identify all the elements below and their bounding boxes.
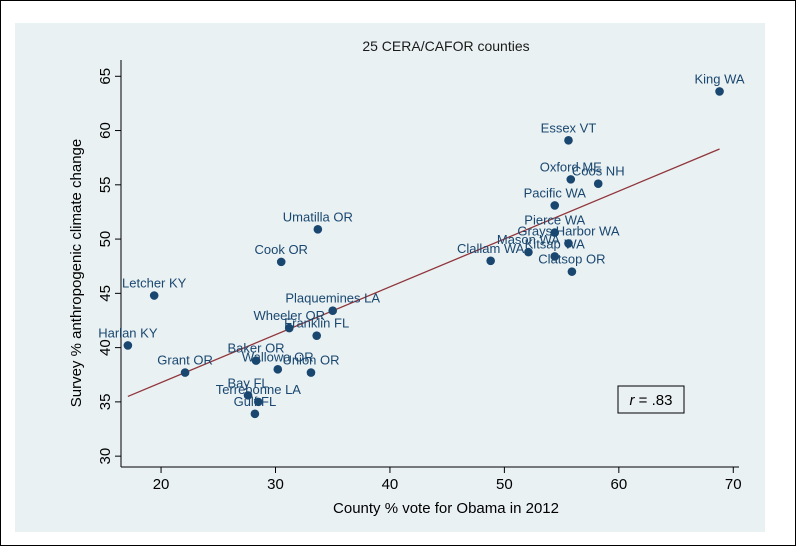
fit-line-group: [127, 148, 720, 398]
data-point: [313, 225, 323, 234]
annotation-box: [617, 385, 685, 414]
point-label: Plaquemines LA: [285, 291, 380, 306]
point-label: Kitsap WA: [525, 236, 586, 251]
y-tick-label: 45: [97, 285, 114, 302]
y-tick-label: 40: [97, 339, 114, 356]
x-tick-label: 20: [153, 476, 170, 493]
point-label: Wheeler OR: [253, 308, 325, 323]
data-point: [486, 256, 495, 266]
data-point: [276, 257, 286, 267]
point-label: Mason WA: [497, 232, 560, 247]
data-point: [284, 323, 294, 333]
point-label: Gulf FL: [234, 394, 277, 409]
data-point: [306, 368, 316, 377]
point-label: Cook OR: [254, 242, 307, 257]
data-point: [149, 291, 159, 300]
point-label: Umatilla OR: [283, 209, 353, 224]
point-label: Union OR: [282, 353, 339, 368]
x-tick-label: 50: [496, 476, 513, 493]
data-point: [593, 179, 603, 189]
point-label: Bay FL: [227, 375, 268, 390]
data-point: [243, 391, 253, 400]
x-tick-label: 70: [725, 476, 742, 493]
point-label: King WA: [694, 71, 744, 86]
correlation-annotation: r = .83: [617, 385, 685, 414]
point-label: Pierce WA: [524, 213, 585, 228]
x-tick-label: 60: [610, 476, 627, 493]
point-label: Harlan KY: [98, 325, 158, 340]
data-point: [123, 341, 133, 350]
data-point: [567, 267, 577, 276]
y-axis-label: Survey % anthropogenic climate change: [68, 139, 85, 408]
point-label: Baker OR: [228, 341, 285, 356]
point-label: Terrebonne LA: [216, 382, 302, 397]
fit-line: [127, 148, 720, 398]
data-point: [312, 331, 322, 340]
chart-background: [15, 23, 765, 532]
data-point: [251, 356, 261, 365]
x-tick-label: 40: [382, 476, 399, 493]
y-tick-label: 50: [97, 231, 114, 248]
point-label: Wallowa OR: [242, 349, 314, 364]
point-label: Pacific WA: [524, 185, 587, 200]
data-point: [550, 228, 560, 237]
annotation-r: r: [630, 392, 636, 409]
y-tick-label: 55: [97, 176, 114, 193]
y-tick-label: 65: [97, 68, 114, 85]
chart-title: 25 CERA/CAFOR counties: [362, 38, 529, 54]
data-point: [564, 239, 573, 248]
point-label: Clallam WA: [457, 241, 525, 256]
point-label: Oxford ME: [540, 159, 602, 174]
data-point: [273, 365, 283, 374]
point-label: Clatsop OR: [538, 252, 605, 267]
data-point: [550, 252, 560, 261]
y-tick-label: 35: [97, 394, 114, 411]
annotation-text: r = .83: [630, 392, 673, 409]
point-label: Letcher KY: [122, 276, 187, 291]
point-label: Franklin FL: [284, 316, 349, 331]
data-point: [254, 397, 263, 407]
y-tick-label: 30: [97, 448, 114, 465]
axes: 20 30 40 50 60 70 30 35 40 45 50 55 60 65: [97, 60, 742, 493]
data-point: [566, 175, 576, 184]
data-point: [550, 201, 560, 210]
data-point: [250, 409, 260, 419]
x-axis-label: County % vote for Obama in 2012: [333, 500, 559, 517]
data-point: [180, 368, 190, 377]
data-point: [564, 136, 573, 145]
data-point: [715, 87, 724, 96]
point-label: Grays Harbor WA: [517, 223, 619, 238]
x-tick-label: 30: [267, 476, 284, 493]
point-label: Coos NH: [572, 164, 625, 179]
data-point: [328, 306, 338, 316]
y-tick-label: 60: [97, 122, 114, 139]
annotation-value: = .83: [635, 392, 673, 409]
point-label: Essex VT: [541, 120, 597, 135]
point-label: Grant OR: [157, 353, 213, 368]
data-point: [524, 247, 533, 257]
